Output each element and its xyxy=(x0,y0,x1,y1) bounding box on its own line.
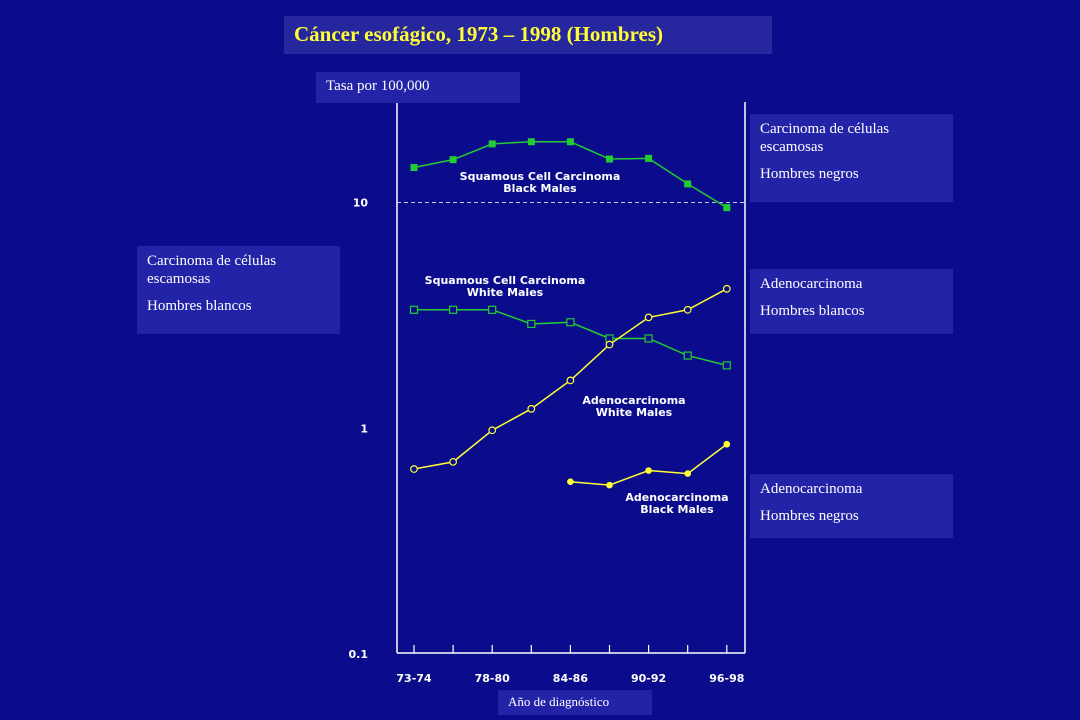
series-annotation-label: Black Males xyxy=(640,503,714,516)
data-point xyxy=(488,140,496,148)
legend-line: Adenocarcinoma xyxy=(760,276,863,292)
legend-box-adeno-white: Adenocarcinoma Hombres blancos xyxy=(750,269,953,334)
data-point xyxy=(567,478,574,485)
data-point xyxy=(527,319,536,329)
data-point xyxy=(644,334,653,343)
data-point xyxy=(723,440,731,448)
data-point xyxy=(683,305,692,314)
data-point xyxy=(644,313,653,322)
data-point xyxy=(449,305,458,314)
legend-line: Hombres negros xyxy=(760,508,859,524)
data-point xyxy=(410,164,418,172)
legend-line: Adenocarcinoma xyxy=(760,481,863,497)
series-line-1 xyxy=(414,309,727,367)
series-annotation-label: Squamous Cell Carcinoma xyxy=(460,170,621,183)
series-annotation-label: White Males xyxy=(467,286,544,299)
y-axis-label-box: Tasa por 100,000 xyxy=(316,72,520,103)
data-point xyxy=(684,180,692,188)
legend-line: Hombres blancos xyxy=(760,303,865,319)
data-point xyxy=(722,284,731,293)
data-point xyxy=(566,376,575,385)
data-point xyxy=(449,457,458,466)
data-point xyxy=(645,154,653,162)
series-annotation-label: Black Males xyxy=(503,182,577,195)
x-axis-label: Año de diagnóstico xyxy=(508,694,610,709)
x-tick-label: 84-86 xyxy=(553,672,589,685)
data-point xyxy=(606,481,613,489)
data-point xyxy=(527,138,535,146)
x-axis-label-box: Año de diagnóstico xyxy=(498,690,652,715)
chart-title-box: Cáncer esofágico, 1973 – 1998 (Hombres) xyxy=(284,16,772,54)
y-tick-label: 0.1 xyxy=(349,648,369,661)
data-point xyxy=(722,361,731,370)
y-tick-label: 1 xyxy=(360,422,368,435)
series-line-3 xyxy=(570,443,728,486)
data-point xyxy=(645,467,652,474)
data-point xyxy=(683,351,692,360)
data-point xyxy=(723,204,731,212)
data-point xyxy=(566,318,575,327)
data-point xyxy=(606,155,613,163)
data-point xyxy=(449,156,457,164)
y-tick-label: 10 xyxy=(353,197,369,210)
legend-line: Hombres negros xyxy=(760,166,859,182)
x-tick-label: 96-98 xyxy=(709,672,744,685)
data-point xyxy=(684,470,691,477)
x-tick-label: 73-74 xyxy=(396,672,432,685)
legend-box-adeno-black: Adenocarcinoma Hombres negros xyxy=(750,474,953,538)
data-point xyxy=(410,465,418,473)
data-point xyxy=(488,305,497,314)
x-tick-label: 90-92 xyxy=(631,672,666,685)
chart-title: Cáncer esofágico, 1973 – 1998 (Hombres) xyxy=(294,22,663,46)
data-point xyxy=(409,305,419,314)
legend-box-squamous-white: Carcinoma de células escamosas Hombres b… xyxy=(137,246,340,334)
series-annotation-label: Adenocarcinoma xyxy=(582,394,685,407)
legend-box-squamous-black: Carcinoma de células escamosas Hombres n… xyxy=(750,114,953,202)
legend-line: Hombres blancos xyxy=(147,298,252,314)
data-point xyxy=(566,138,574,146)
data-point xyxy=(527,404,536,413)
data-point xyxy=(488,426,497,435)
legend-line: Carcinoma de células escamosas xyxy=(147,253,277,287)
series-annotation-label: Squamous Cell Carcinoma xyxy=(425,274,586,287)
legend-line: Carcinoma de células escamosas xyxy=(760,121,890,155)
y-axis-label: Tasa por 100,000 xyxy=(326,78,430,94)
x-tick-label: 78-80 xyxy=(475,672,511,685)
data-point xyxy=(605,340,614,349)
series-annotation-label: White Males xyxy=(596,406,673,419)
series-annotation-label: Adenocarcinoma xyxy=(625,491,728,504)
